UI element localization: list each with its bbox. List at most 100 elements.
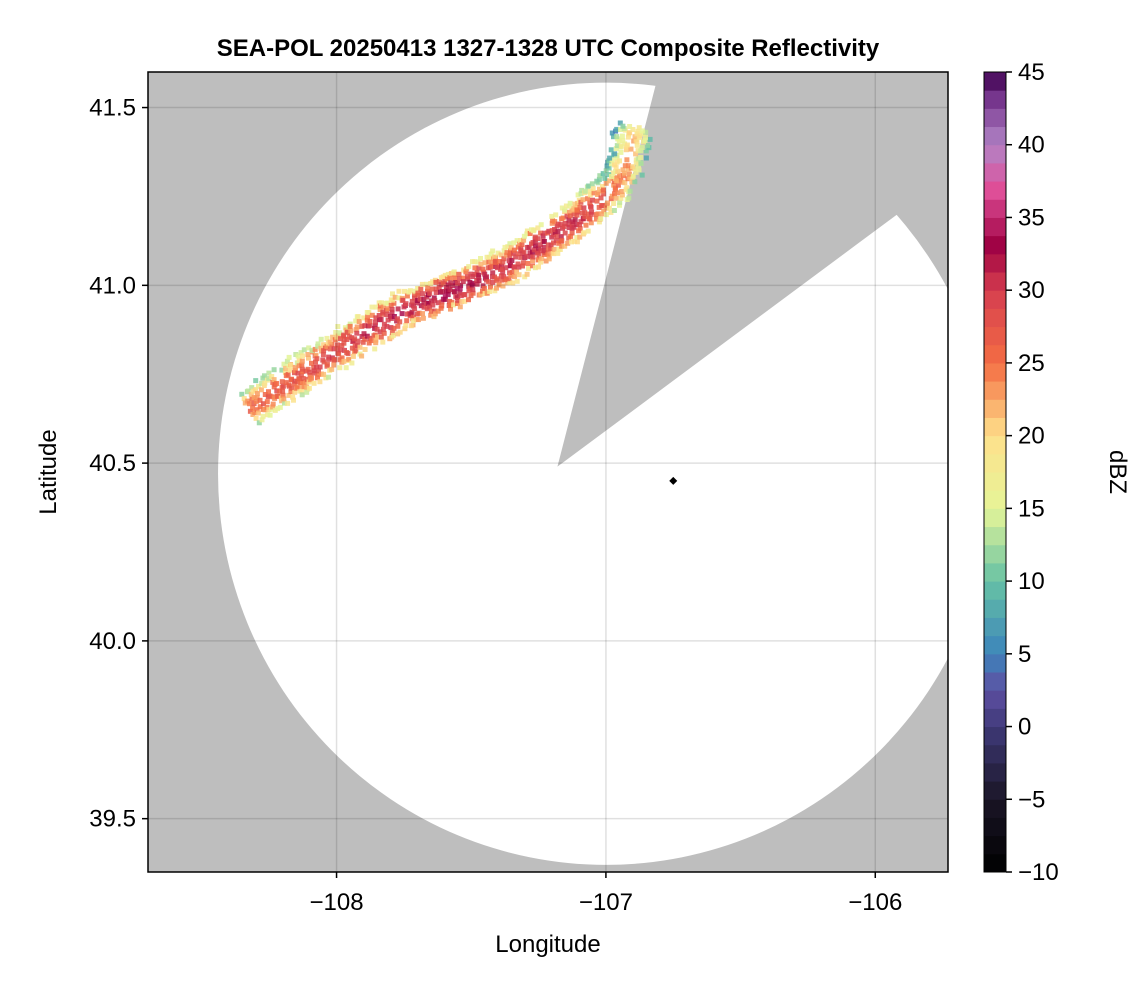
- echo-cell: [323, 375, 329, 381]
- echo-cell: [326, 374, 331, 380]
- echo-cell: [247, 401, 253, 407]
- echo-cell: [474, 270, 480, 276]
- echo-cell: [526, 244, 532, 250]
- echo-cell: [260, 413, 266, 419]
- echo-cell: [617, 158, 622, 164]
- echo-cell: [498, 252, 504, 258]
- echo-cell: [566, 225, 572, 230]
- echo-cell: [541, 239, 547, 244]
- echo-cell: [545, 242, 551, 248]
- echo-cell: [492, 274, 497, 280]
- echo-cell: [606, 172, 612, 178]
- echo-cell: [569, 230, 575, 236]
- echo-cell: [565, 240, 571, 246]
- echo-cell: [578, 219, 584, 225]
- echo-cell: [613, 146, 619, 152]
- echo-cell: [403, 323, 409, 328]
- echo-cell: [344, 337, 350, 342]
- echo-cell: [583, 222, 589, 228]
- echo-cell: [601, 208, 607, 214]
- colorbar-tick-label: 30: [1018, 277, 1045, 304]
- echo-cell: [511, 250, 517, 256]
- echo-cell: [390, 332, 396, 338]
- echo-cell: [294, 360, 300, 366]
- echo-cell: [581, 205, 587, 211]
- echo-cell: [253, 378, 259, 384]
- echo-cell: [606, 158, 612, 164]
- y-tick-label: 39.5: [89, 806, 136, 833]
- echo-cell: [611, 208, 617, 213]
- echo-cell: [279, 367, 285, 373]
- echo-cell: [281, 396, 287, 402]
- echo-cell: [503, 265, 509, 271]
- echo-cell: [465, 274, 470, 280]
- echo-cell: [384, 312, 390, 318]
- echo-cell: [429, 298, 435, 304]
- colorbar-band: [984, 453, 1006, 473]
- echo-cell: [625, 163, 631, 169]
- colorbar-band: [984, 108, 1006, 128]
- echo-cell: [258, 387, 264, 393]
- echo-cell: [552, 219, 558, 225]
- echo-cell: [634, 142, 640, 148]
- echo-cell: [354, 343, 360, 349]
- colorbar-tick-label: 15: [1018, 495, 1045, 522]
- echo-cell: [314, 356, 320, 362]
- echo-cell: [357, 344, 363, 350]
- echo-cell: [339, 355, 345, 361]
- echo-cell: [362, 323, 368, 329]
- echo-cell: [567, 200, 573, 206]
- echo-cell: [334, 345, 340, 351]
- echo-cell: [447, 303, 453, 308]
- echo-cell: [324, 335, 330, 341]
- echo-cell: [307, 369, 313, 375]
- colorbar-band: [984, 690, 1006, 709]
- echo-cell: [551, 240, 556, 246]
- echo-cell: [618, 127, 623, 132]
- echo-cell: [470, 280, 476, 286]
- colorbar-band: [984, 90, 1006, 109]
- echo-cell: [524, 231, 530, 237]
- echo-cell: [518, 246, 524, 252]
- echo-cell: [466, 264, 472, 270]
- echo-cell: [353, 348, 359, 354]
- echo-cell: [331, 346, 337, 352]
- echo-cell: [608, 161, 614, 167]
- echo-cell: [572, 201, 578, 207]
- echo-cell: [524, 253, 530, 259]
- echo-cell: [513, 254, 519, 260]
- echo-cell: [618, 143, 624, 149]
- echo-cell: [577, 222, 582, 228]
- echo-cell: [614, 143, 620, 149]
- echo-cell: [256, 420, 262, 426]
- echo-cell: [559, 243, 565, 249]
- echo-cell: [536, 264, 541, 270]
- echo-cell: [295, 353, 301, 359]
- echo-cell: [587, 188, 593, 194]
- echo-cell: [600, 184, 605, 189]
- echo-cell: [626, 195, 632, 201]
- echo-cell: [314, 364, 319, 370]
- echo-cell: [458, 293, 464, 299]
- echo-cell: [616, 172, 622, 178]
- plot-area: [148, 72, 948, 872]
- echo-cell: [587, 192, 593, 198]
- echo-cell: [303, 379, 309, 385]
- echo-cell: [538, 222, 544, 228]
- echo-cell: [612, 185, 618, 191]
- echo-cell: [269, 374, 275, 379]
- echo-cell: [266, 375, 272, 381]
- echo-cell: [266, 370, 272, 376]
- echo-cell: [395, 306, 401, 312]
- echo-cell: [355, 314, 361, 320]
- echo-cell: [561, 224, 567, 230]
- radar-site-marker: [669, 476, 678, 485]
- echo-cell: [514, 278, 520, 284]
- colorbar-band: [984, 162, 1006, 182]
- echo-cell: [481, 285, 487, 291]
- echo-cell: [629, 179, 635, 185]
- echo-cell: [497, 259, 502, 264]
- echo-cell: [619, 133, 625, 139]
- echo-cell: [277, 404, 283, 410]
- echo-cell: [501, 274, 507, 280]
